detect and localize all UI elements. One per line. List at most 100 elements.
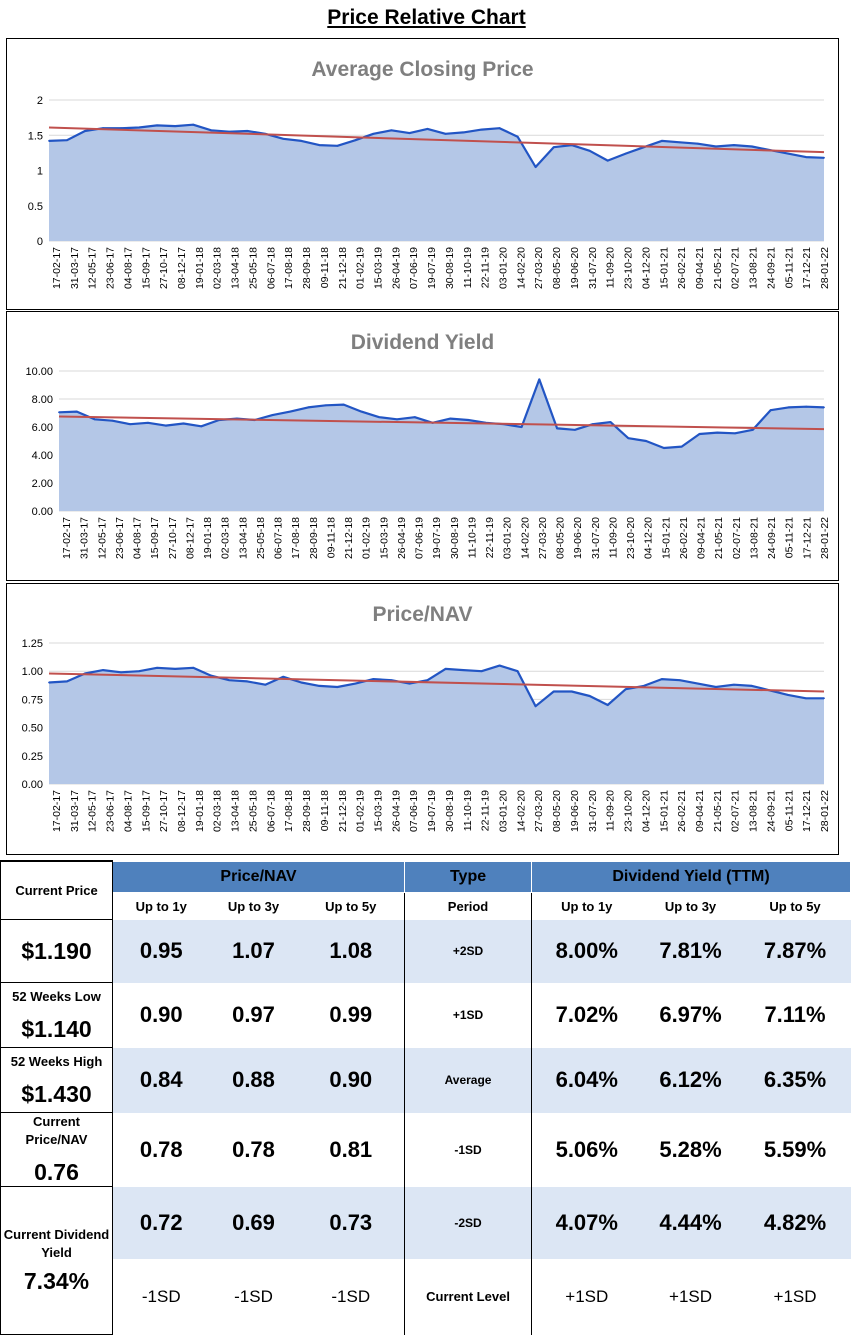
price-nav-x-tick-label: 09-04-21: [694, 790, 706, 832]
dividend-yield-x-tick-label: 01-02-19: [361, 517, 373, 559]
average-closing-price-x-tick-label: 02-07-21: [730, 247, 742, 289]
dividend-yield-series-line: [58, 378, 825, 450]
52-weeks-high-cell: 52 Weeks High $1.430: [0, 1047, 113, 1113]
price-nav-1y-cell: 0.84: [112, 1047, 210, 1113]
current-dividend-yield-label: Current Dividend Yield: [3, 1227, 110, 1260]
price-nav-data-point: [426, 679, 429, 682]
current-price-value: $1.190: [21, 937, 92, 964]
average-closing-price-x-tick-label: 28-01-22: [819, 247, 831, 289]
price-nav-5y-cell: -1SD: [331, 1286, 371, 1306]
dividend-yield-y-tick-label: 4.00: [32, 450, 53, 462]
price-nav-1y-header: Up to 1y: [135, 898, 187, 914]
price-nav-data-point: [336, 686, 339, 688]
dividend-yield-x-tick-label: 26-02-21: [678, 517, 690, 559]
dividend-yield-x-tick-label: 07-06-19: [414, 517, 426, 559]
dividend-yield-x-tick-label: 08-12-17: [184, 517, 196, 559]
dividend-yield-x-tick-label: 13-08-21: [748, 517, 760, 559]
dividend-yield-x-tick-label: 31-07-20: [590, 517, 602, 559]
price-nav-area: [49, 665, 824, 784]
average-closing-price-y-tick-label: 0.5: [28, 201, 43, 213]
price-nav-3y-cell: -1SD: [234, 1286, 273, 1306]
dividend-yield-3y-cell: 6.97%: [659, 1002, 722, 1027]
average-closing-price-data-point: [714, 145, 717, 148]
average-closing-price-data-point: [823, 156, 825, 159]
price-nav-data-point: [805, 697, 807, 700]
average-closing-price-x-tick-label: 17-02-17: [51, 247, 63, 289]
average-closing-price-x-tick-label: 17-08-18: [283, 247, 295, 289]
price-nav-data-point: [210, 674, 213, 677]
average-closing-price-x-tick-label: 19-01-18: [194, 247, 206, 289]
dividend-yield-data-point: [58, 411, 60, 414]
type-period-cell: Current Level: [404, 1258, 532, 1335]
average-closing-price-data-point: [192, 123, 195, 126]
average-closing-price-data-point: [282, 137, 285, 140]
price-nav-y-tick-label: 1.25: [22, 638, 43, 650]
dividend-yield-x-tick-label: 15-03-19: [378, 517, 390, 559]
price-nav-data-point: [300, 681, 303, 684]
dividend-yield-5y-cell: 6.35%: [739, 1047, 851, 1113]
dividend-yield-data-point: [787, 406, 790, 409]
price-nav-x-tick-label: 01-02-19: [355, 790, 367, 832]
dividend-yield-x-tick-label: 17-12-21: [801, 517, 813, 559]
dividend-yield-x-tick-label: 27-10-17: [167, 517, 179, 559]
dividend-yield-x-tick-label: 31-03-17: [79, 517, 91, 559]
average-closing-price-x-tick-label: 09-04-21: [694, 247, 706, 289]
price-nav-1y-cell: 0.78: [139, 1136, 183, 1162]
dividend-yield-1y-cell: 6.04%: [531, 1047, 642, 1113]
dividend-yield-x-tick-label: 03-01-20: [502, 517, 514, 559]
dividend-yield-data-point: [342, 403, 345, 406]
table-row: 52 Weeks Low $1.140 0.90 0.97 0.99 +1SD 7.02% 6…: [0, 982, 851, 1048]
price-nav-3y-header: Up to 3y: [227, 898, 280, 914]
price-nav-series-line: [48, 664, 824, 708]
average-closing-price-area: [49, 124, 824, 241]
dividend-yield-data-point: [662, 447, 665, 449]
average-closing-price-x-tick-label: 15-01-21: [658, 247, 670, 289]
dividend-yield-trend-line: [58, 415, 825, 431]
average-closing-price-data-point: [156, 124, 159, 127]
dividend-yield-3y-cell: 7.81%: [641, 919, 740, 983]
dividend-yield-data-point: [307, 406, 309, 409]
dividend-yield-data-point: [520, 426, 523, 428]
chart-average-closing-price-svg: Average Closing Price 0 0.5 1 1.5 2 17-02-17 31…: [28, 58, 831, 289]
average-closing-price-y-tick-label: 2: [37, 95, 43, 107]
average-closing-price-x-tick-label: 13-04-18: [230, 247, 242, 289]
price-nav-data-point: [606, 704, 609, 706]
dividend-yield-data-point: [324, 404, 327, 407]
price-nav-x-tick-label: 24-09-21: [765, 790, 777, 832]
statistics-rows: $1.190 0.95 1.07 1.08 +2SD 8.00% 7.81% 7.87% 52 …: [0, 919, 851, 1335]
current-price-value-cell: $1.190: [0, 919, 113, 983]
price-nav-x-tick-label: 23-06-17: [105, 790, 117, 832]
average-closing-price-data-point: [516, 135, 519, 138]
price-nav-1y-cell: -1SD: [141, 1286, 181, 1306]
average-closing-price-x-tick-label: 14-02-20: [515, 247, 527, 289]
dividend-1y-header: Up to 1y: [531, 892, 642, 920]
price-nav-x-tick-label: 08-12-17: [176, 790, 188, 832]
average-closing-price-x-tick-label: 19-06-20: [569, 247, 581, 289]
dividend-yield-data-point: [75, 410, 78, 413]
price-nav-x-tick-label: 11-10-19: [462, 790, 474, 831]
price-nav-1y-cell: 0.90: [139, 1002, 183, 1027]
price-nav-x-tick-label: 23-10-20: [623, 790, 635, 832]
dividend-yield-x-tick-label: 13-04-18: [237, 517, 249, 559]
average-closing-price-x-tick-label: 11-09-20: [605, 247, 617, 288]
dividend-yield-y-tick-label: 6.00: [32, 422, 53, 434]
dividend-yield-5y-cell: 7.87%: [739, 919, 851, 983]
average-closing-price-data-point: [480, 128, 483, 131]
average-closing-price-data-point: [426, 128, 429, 130]
dividend-yield-title: Dividend Yield: [351, 331, 495, 354]
price-nav-x-tick-label: 17-08-18: [283, 790, 295, 832]
dividend-yield-x-tick-label: 26-04-19: [396, 517, 408, 559]
average-closing-price-data-point: [336, 144, 339, 147]
current-dividend-yield-value: 7.34%: [23, 1268, 90, 1294]
average-closing-price-data-point: [805, 156, 807, 159]
price-nav-data-point: [156, 666, 159, 669]
price-nav-x-tick-label: 19-07-19: [426, 790, 438, 832]
table-row: 52 Weeks High $1.430 0.84 0.88 0.90 Average 6.…: [0, 1047, 851, 1113]
price-nav-3y-cell: 0.97: [232, 1002, 275, 1027]
average-closing-price-data-point: [408, 132, 411, 135]
page-title: Price Relative Chart: [327, 6, 526, 29]
dividend-yield-data-point: [93, 418, 96, 421]
price-nav-x-tick-label: 14-02-20: [515, 790, 527, 832]
average-closing-price-data-point: [372, 132, 375, 135]
price-nav-x-tick-label: 19-06-20: [569, 790, 581, 832]
